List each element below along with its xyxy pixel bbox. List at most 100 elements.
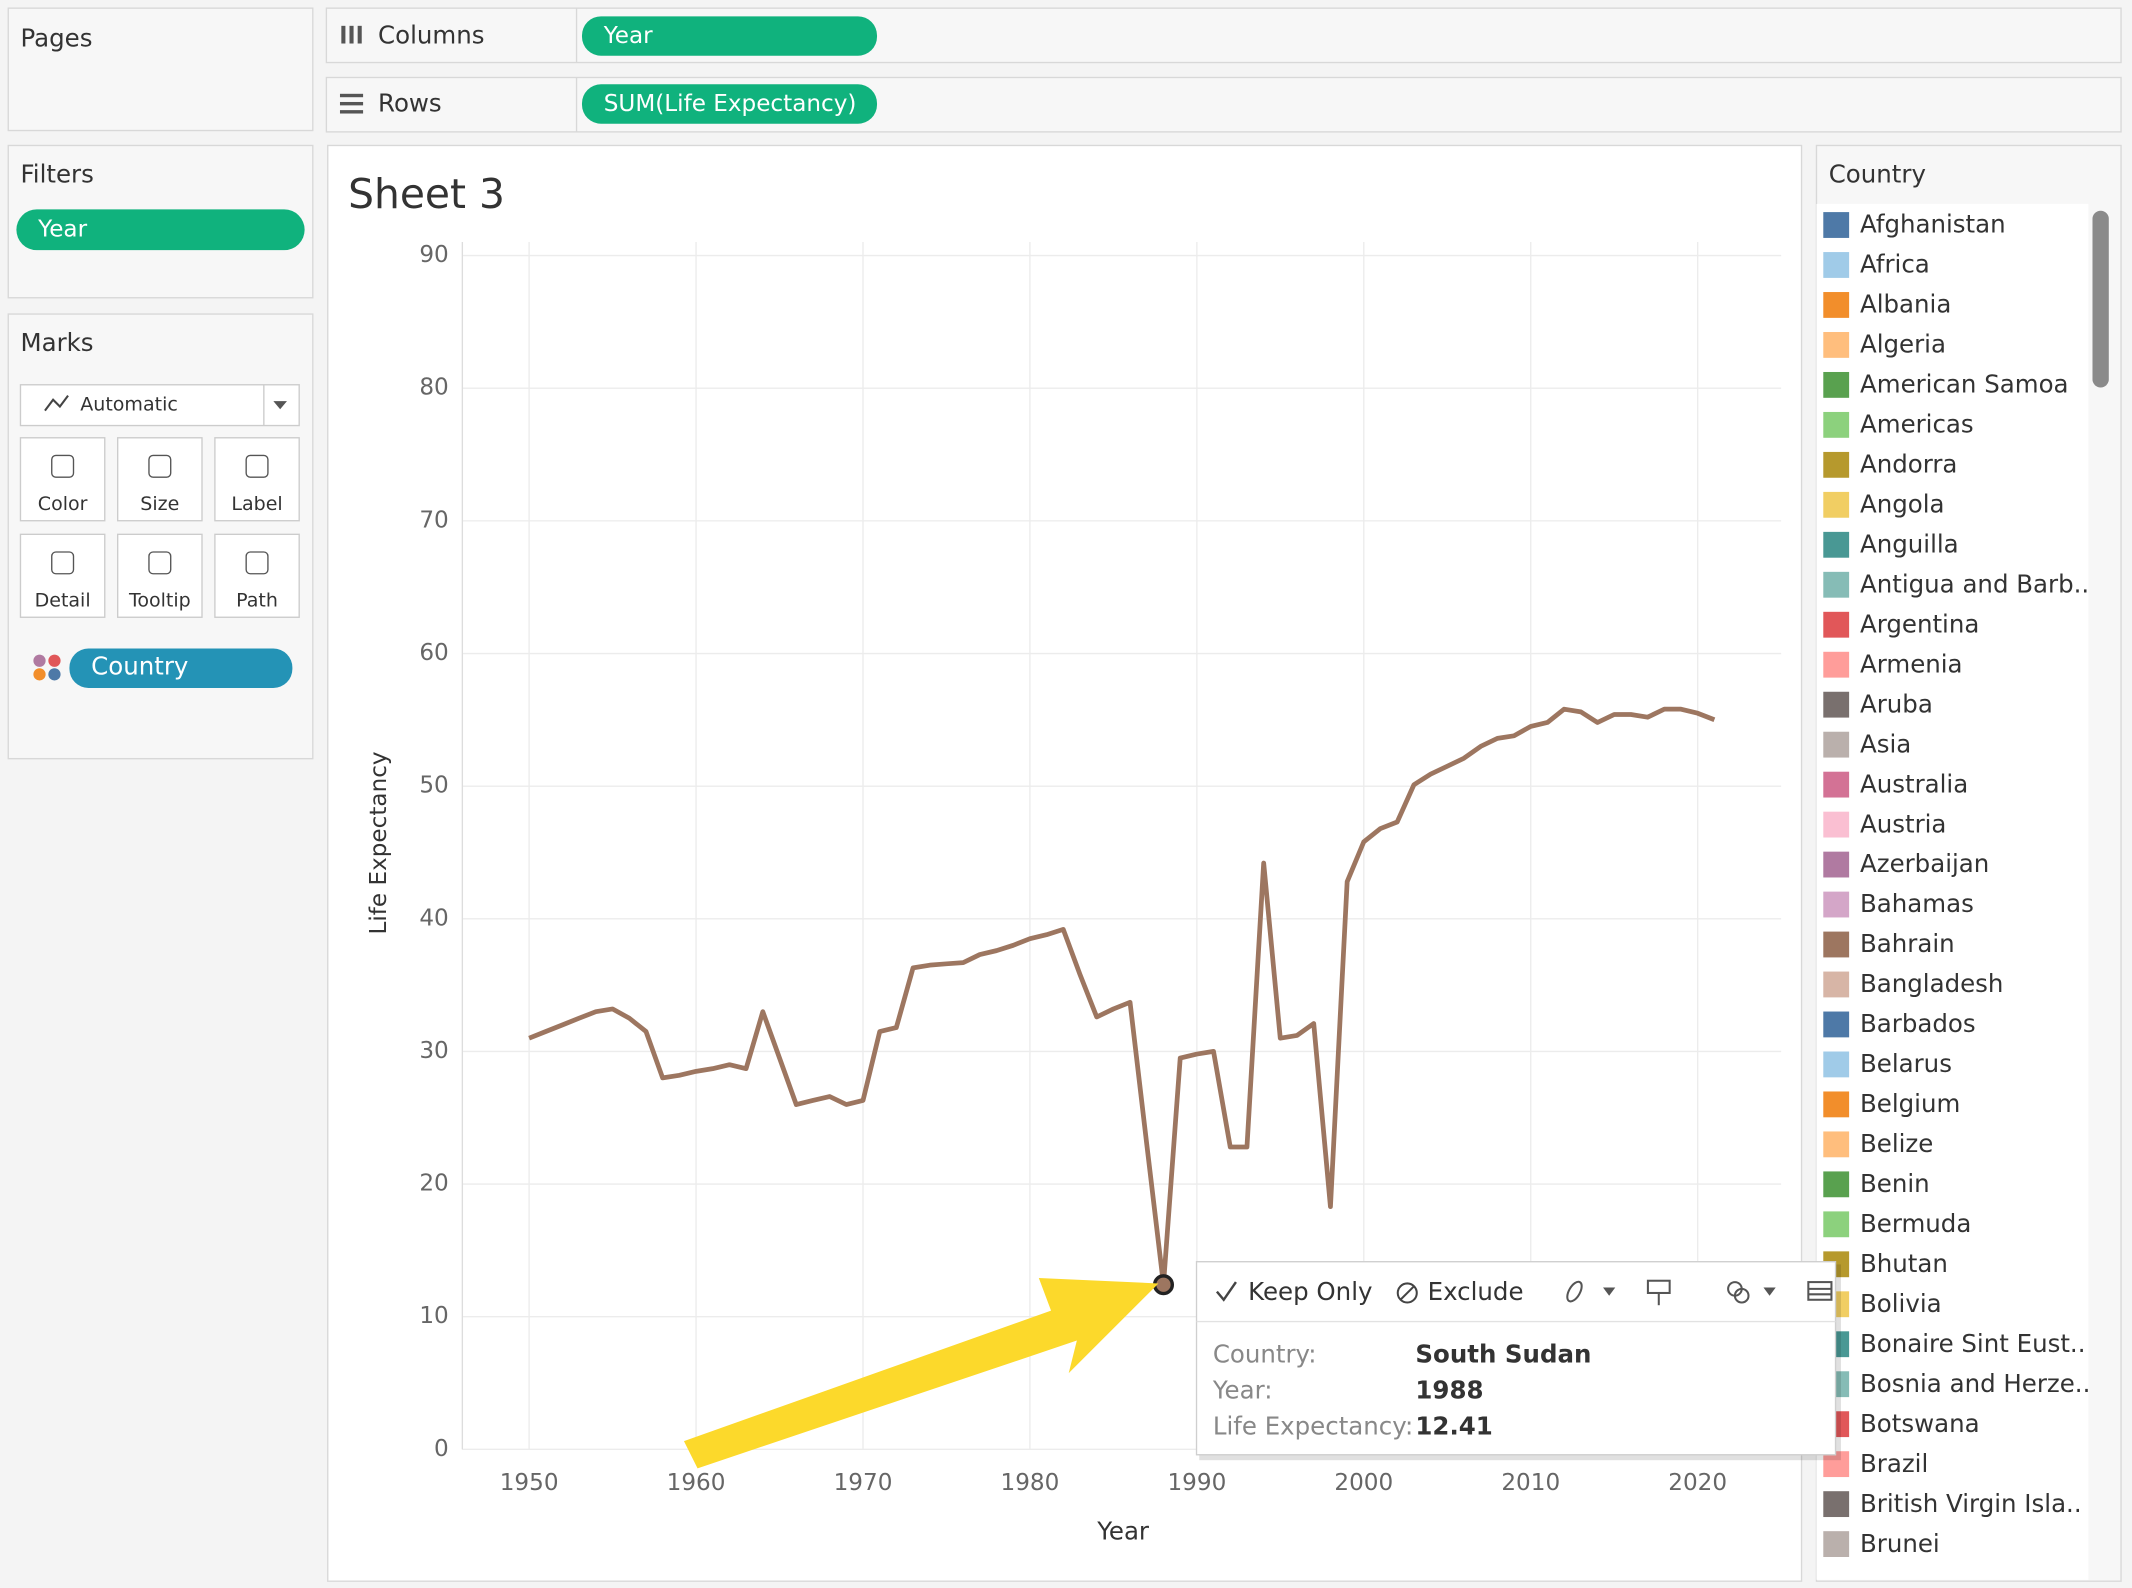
filters-pill-text: Year [37,216,87,242]
legend-swatch[interactable] [1823,212,1850,238]
tooltip: Keep Only Exclude Country: South Sudan Year:… [1195,1261,1841,1461]
columns-icon [341,25,362,44]
mark-button-icon [148,454,172,478]
legend-label[interactable]: Bahrain [1860,929,1955,958]
legend-label[interactable]: Brazil [1860,1449,1928,1478]
legend-label[interactable]: Armenia [1860,649,1963,678]
legend-swatch[interactable] [1823,1451,1850,1478]
y-tick-label: 90 [419,242,448,268]
legend-label[interactable]: Bonaire Sint Eust.. [1860,1329,2086,1358]
mark-type-dropdown[interactable] [19,384,300,427]
mark-button-icon [51,454,75,478]
legend-label[interactable]: Australia [1860,769,1968,798]
legend-label[interactable]: Belize [1860,1129,1933,1158]
tooltip-action[interactable]: Exclude [1428,1277,1524,1306]
legend-body [1816,203,2089,1580]
legend-swatch[interactable] [1823,1051,1850,1078]
scrollbar[interactable] [2092,210,2109,388]
legend-label[interactable]: Azerbaijan [1860,849,1989,878]
legend-swatch[interactable] [1823,491,1850,518]
legend-label[interactable]: Bosnia and Herze.. [1860,1369,2090,1398]
legend-swatch[interactable] [1823,371,1850,398]
mark-button[interactable] [19,437,106,522]
legend-label[interactable]: Brunei [1860,1529,1940,1558]
legend-label[interactable]: Bhutan [1860,1249,1948,1278]
legend-swatch[interactable] [1823,971,1850,998]
columns-pill[interactable] [581,16,878,56]
legend-swatch[interactable] [1823,931,1850,958]
legend-swatch[interactable] [1823,1491,1850,1518]
mark-button[interactable] [117,533,203,618]
legend-title: Country [1829,159,1926,188]
mark-button[interactable] [214,533,300,618]
legend-label[interactable]: Angola [1860,489,1945,518]
legend-swatch[interactable] [1823,731,1850,758]
tooltip-value: South Sudan [1415,1340,1591,1369]
legend-swatch[interactable] [1823,891,1850,918]
selected-point[interactable] [1152,1274,1175,1296]
legend-label[interactable]: British Virgin Isla.. [1860,1489,2082,1518]
filters-pill[interactable] [16,209,305,251]
legend-label[interactable]: Americas [1860,410,1974,439]
columns-pill-text: Year [603,23,653,49]
x-tick-label: 2020 [1668,1470,1727,1496]
legend-label[interactable]: Belarus [1860,1049,1952,1078]
legend-swatch[interactable] [1823,571,1850,598]
legend-label[interactable]: Belgium [1860,1089,1960,1118]
legend-label[interactable]: Bangladesh [1860,969,2003,998]
legend-label[interactable]: Botswana [1860,1409,1980,1438]
legend-swatch[interactable] [1823,771,1850,798]
pages-card[interactable] [7,7,314,132]
mark-button-label: Label [231,493,282,515]
legend-swatch[interactable] [1823,1171,1850,1198]
legend-label[interactable]: Argentina [1860,609,1979,638]
legend-label[interactable]: Albania [1860,290,1951,319]
legend-swatch[interactable] [1823,1011,1850,1038]
legend-swatch[interactable] [1823,451,1850,478]
legend-swatch[interactable] [1823,411,1850,438]
legend-swatch[interactable] [1823,1131,1850,1158]
legend-swatch[interactable] [1823,811,1850,838]
x-tick-label: 1960 [667,1470,726,1496]
legend-swatch[interactable] [1823,1091,1850,1118]
legend-label[interactable]: Aruba [1860,689,1933,718]
legend-swatch[interactable] [1823,332,1850,358]
legend-items: Afghanistan Africa Albania Algeria American … [1823,210,2090,1558]
legend-label[interactable]: Bolivia [1860,1289,1942,1318]
legend-label[interactable]: American Samoa [1860,370,2069,399]
legend-swatch[interactable] [1823,252,1850,278]
legend-label[interactable]: Antigua and Barb.. [1860,569,2089,598]
legend-label[interactable]: Afghanistan [1860,210,2006,239]
mark-button[interactable] [117,437,203,522]
mark-button[interactable] [214,437,300,522]
legend-label[interactable]: Benin [1860,1169,1930,1198]
legend-label[interactable]: Barbados [1860,1009,1976,1038]
legend-label[interactable]: Austria [1860,809,1946,838]
y-tick-label: 60 [419,640,448,666]
dropdown-arrow [1603,1287,1616,1296]
tooltip-action[interactable]: Keep Only [1248,1277,1372,1306]
legend-swatch[interactable] [1823,1211,1850,1238]
series-line[interactable] [528,706,1716,1288]
rows-pill[interactable] [581,84,878,124]
legend-swatch[interactable] [1823,292,1850,318]
x-tick-label: 1950 [500,1470,559,1496]
legend-label[interactable]: Africa [1860,250,1930,279]
legend-label[interactable]: Andorra [1860,450,1957,479]
legend-swatch[interactable] [1823,611,1850,638]
legend-label[interactable]: Bermuda [1860,1209,1971,1238]
legend-swatch[interactable] [1823,651,1850,678]
legend-swatch[interactable] [1823,531,1850,558]
legend-label[interactable]: Asia [1860,729,1911,758]
legend-swatch[interactable] [1823,1531,1850,1558]
legend-swatch[interactable] [1823,691,1850,718]
legend-label[interactable]: Algeria [1860,330,1946,359]
legend-swatch[interactable] [1823,851,1850,878]
mark-button[interactable] [19,533,106,618]
country-pill[interactable] [69,648,293,688]
x-axis-title: Year [1096,1516,1150,1545]
legend-label[interactable]: Anguilla [1860,529,1959,558]
legend-label[interactable]: Bahamas [1860,889,1974,918]
dropdown-arrow [273,401,287,410]
